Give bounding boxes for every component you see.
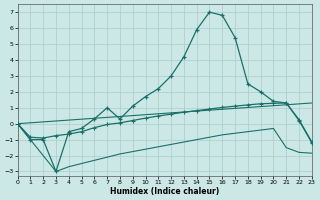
X-axis label: Humidex (Indice chaleur): Humidex (Indice chaleur) [110,187,219,196]
